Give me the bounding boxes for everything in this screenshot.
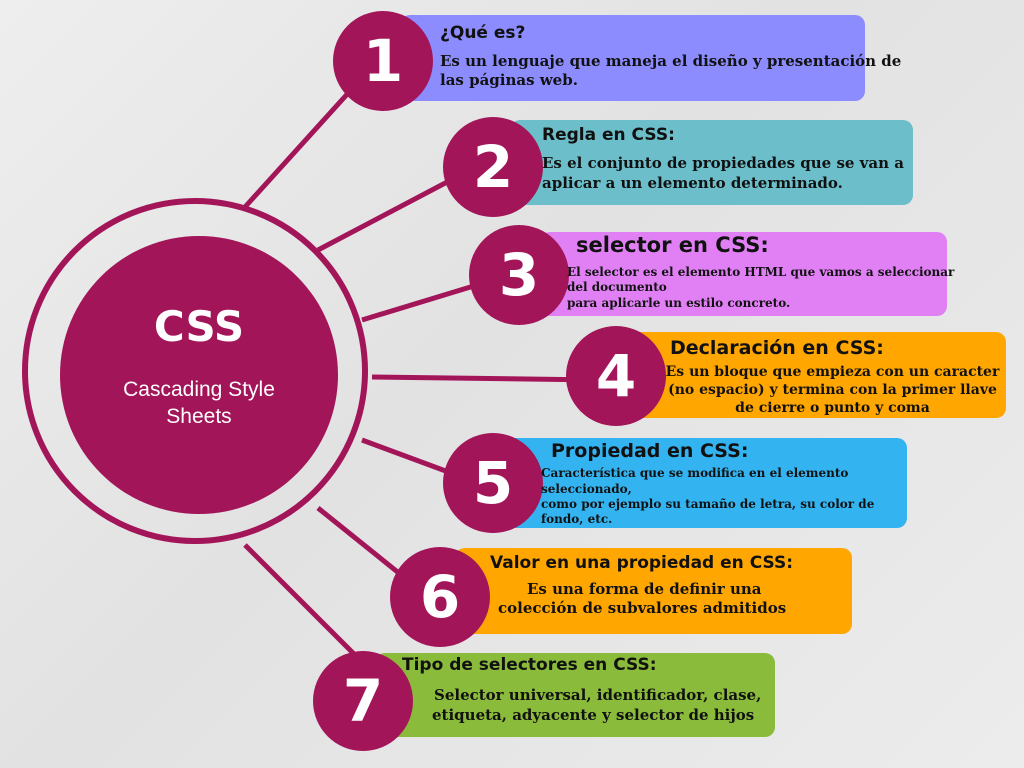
item-4-line-1: Es un bloque que empieza con un caracter <box>665 364 1000 380</box>
item-2-number: 2 <box>443 117 543 217</box>
item-5-line-4: fondo, etc. <box>541 512 613 526</box>
item-5-line-2: seleccionado, <box>541 482 632 496</box>
item-3-title: selector en CSS: <box>576 233 769 257</box>
item-6-line-2: colección de subvalores admitidos <box>498 599 787 617</box>
item-7-number: 7 <box>313 651 413 751</box>
item-3-box <box>540 232 947 316</box>
item-7-line-1: Selector universal, identificador, clase… <box>434 686 762 704</box>
connector-line-4 <box>371 374 601 383</box>
item-7-box <box>375 653 775 737</box>
item-7-title: Tipo de selectores en CSS: <box>402 655 657 675</box>
connector-line-1 <box>243 78 362 209</box>
item-4-line-3: de cierre o punto y coma <box>735 400 930 416</box>
item-3-line-2: del documento <box>567 280 667 294</box>
center-subtitle: Cascading Style Sheets <box>123 378 275 428</box>
item-6-number: 6 <box>390 547 490 647</box>
item-2-line-1: Es el conjunto de propiedades que se van… <box>542 154 904 172</box>
item-2-box <box>510 120 913 205</box>
item-5-box <box>505 438 907 528</box>
item-1-line-1: Es un lenguaje que maneja el diseño y pr… <box>440 52 902 70</box>
item-6-title: Valor en una propiedad en CSS: <box>490 553 794 573</box>
item-5-number: 5 <box>443 433 543 533</box>
item-4-title: Declaración en CSS: <box>670 337 884 359</box>
item-6-box <box>455 548 852 634</box>
item-6-line-1: Es una forma de definir una <box>527 580 762 598</box>
item-5-line-3: como por ejemplo su tamaño de letra, su … <box>541 497 875 511</box>
item-7-line-2: etiqueta, adyacente y selector de hijos <box>432 706 755 724</box>
item-5-title: Propiedad en CSS: <box>551 440 749 462</box>
item-1-title: ¿Qué es? <box>440 23 526 43</box>
item-4-box <box>630 332 1006 418</box>
item-4-line-2: (no espacio) y termina con la primer lla… <box>668 382 997 398</box>
item-2-title: Regla en CSS: <box>542 125 675 145</box>
item-2-line-2: aplicar a un elemento determinado. <box>542 174 843 192</box>
center-circle: CSS Cascading Style Sheets <box>60 236 338 514</box>
item-5-line-1: Característica que se modifica en el ele… <box>541 466 849 480</box>
center-title: CSS <box>153 302 245 351</box>
item-1-number: 1 <box>333 11 433 111</box>
item-1-box <box>400 15 865 101</box>
center-ring <box>22 198 368 544</box>
item-3-number: 3 <box>469 225 569 325</box>
item-4-number: 4 <box>566 326 666 426</box>
item-3-line-1: El selector es el elemento HTML que vamo… <box>567 265 955 279</box>
item-3-line-3: para aplicarle un estilo concreto. <box>567 296 791 310</box>
connector-line-7 <box>243 543 362 662</box>
connector-line-2 <box>316 167 472 253</box>
item-1-line-2: las páginas web. <box>440 71 578 89</box>
